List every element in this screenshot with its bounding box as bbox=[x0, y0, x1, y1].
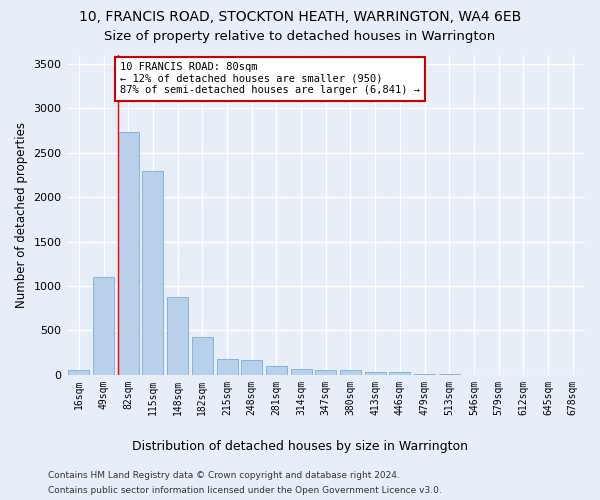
Text: Contains HM Land Registry data © Crown copyright and database right 2024.: Contains HM Land Registry data © Crown c… bbox=[48, 471, 400, 480]
Bar bbox=[118, 132, 139, 375]
Bar bbox=[217, 360, 238, 375]
Bar bbox=[266, 366, 287, 375]
Bar bbox=[241, 360, 262, 375]
Text: Size of property relative to detached houses in Warrington: Size of property relative to detached ho… bbox=[104, 30, 496, 43]
Y-axis label: Number of detached properties: Number of detached properties bbox=[15, 122, 28, 308]
Bar bbox=[192, 336, 213, 375]
Text: 10, FRANCIS ROAD, STOCKTON HEATH, WARRINGTON, WA4 6EB: 10, FRANCIS ROAD, STOCKTON HEATH, WARRIN… bbox=[79, 10, 521, 24]
Text: Contains public sector information licensed under the Open Government Licence v3: Contains public sector information licen… bbox=[48, 486, 442, 495]
Text: 10 FRANCIS ROAD: 80sqm
← 12% of detached houses are smaller (950)
87% of semi-de: 10 FRANCIS ROAD: 80sqm ← 12% of detached… bbox=[120, 62, 420, 96]
Bar bbox=[142, 172, 163, 375]
Bar bbox=[315, 370, 336, 375]
Bar bbox=[167, 296, 188, 375]
Bar bbox=[340, 370, 361, 375]
Bar bbox=[290, 369, 311, 375]
Bar bbox=[389, 372, 410, 375]
Bar bbox=[68, 370, 89, 375]
Text: Distribution of detached houses by size in Warrington: Distribution of detached houses by size … bbox=[132, 440, 468, 453]
Bar bbox=[93, 277, 114, 375]
Bar bbox=[414, 374, 435, 375]
Bar bbox=[365, 372, 386, 375]
